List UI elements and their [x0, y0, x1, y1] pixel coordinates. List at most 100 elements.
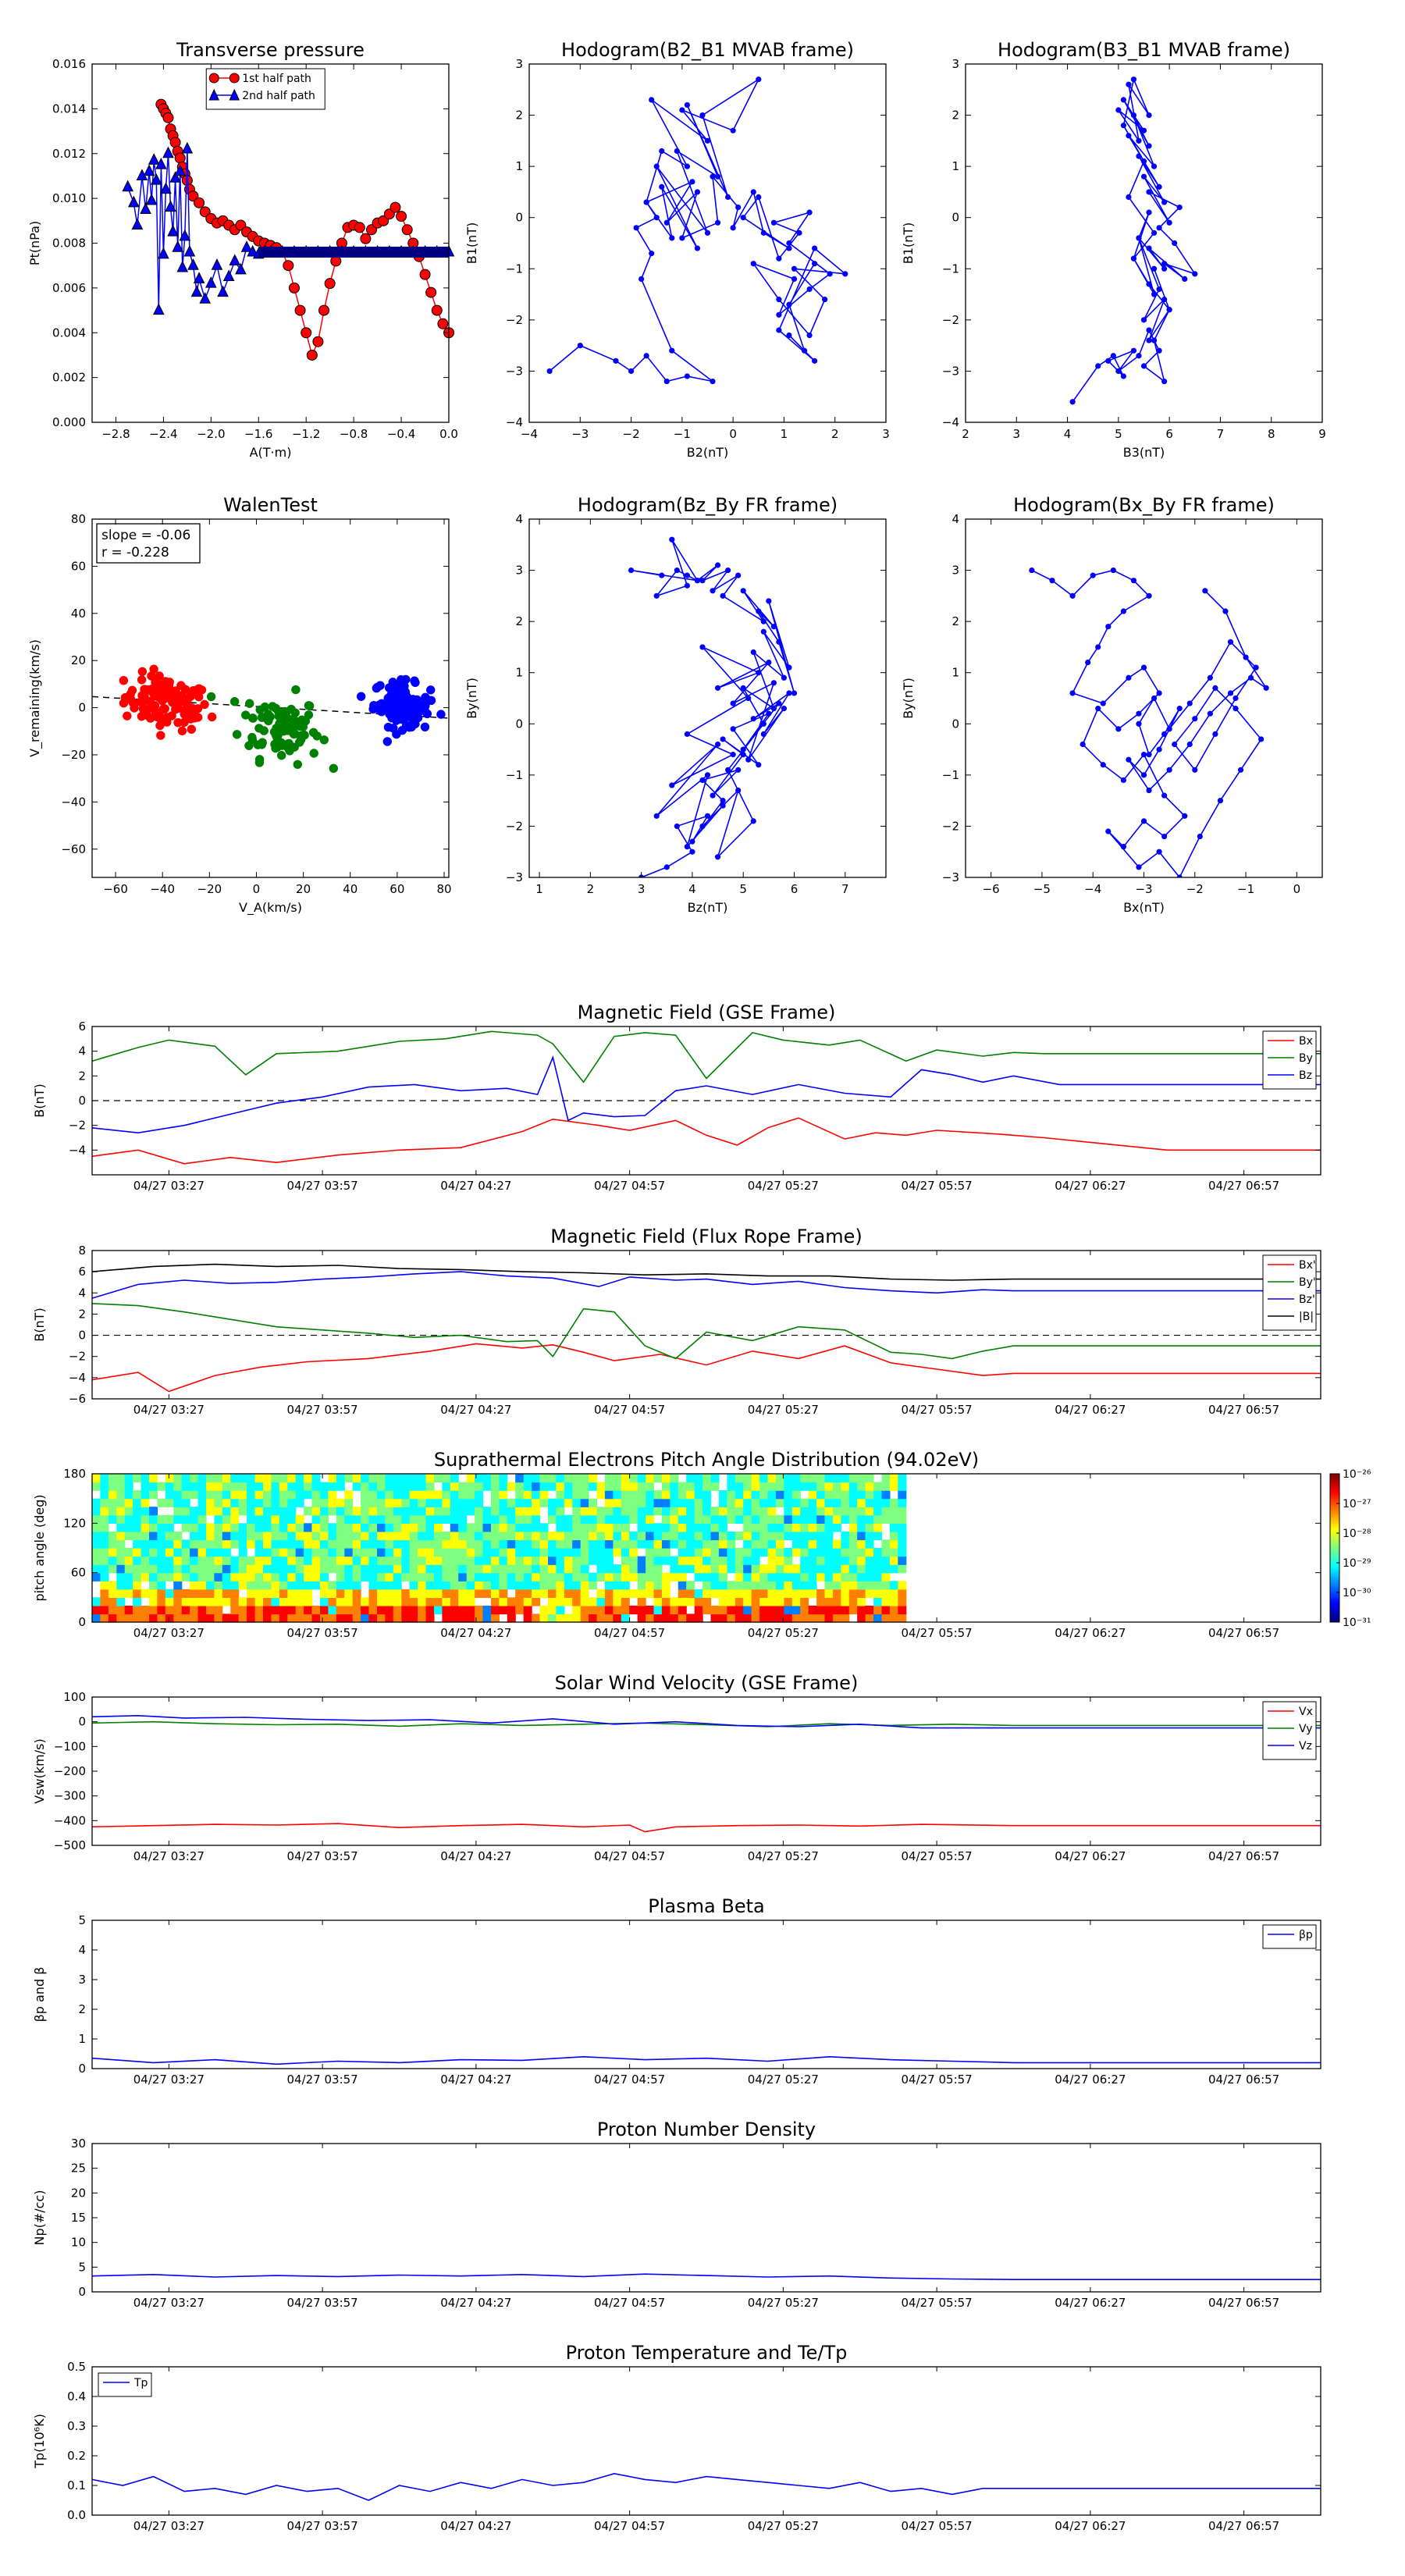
heatmap-cell: [564, 1614, 573, 1623]
y-tick-label: 0: [515, 211, 523, 225]
heatmap-cell: [889, 1474, 898, 1483]
legend-label: 2nd half path: [242, 90, 315, 102]
heatmap-cell: [824, 1614, 834, 1623]
data-point: [148, 153, 160, 165]
y-tick-label: 4: [78, 1044, 86, 1059]
heatmap-cell: [596, 1589, 606, 1598]
data-point: [766, 598, 772, 604]
heatmap-cell: [808, 1531, 817, 1541]
heatmap-cell: [556, 1556, 565, 1565]
heatmap-cell: [181, 1514, 190, 1524]
heatmap-cell: [254, 1531, 264, 1541]
heatmap-cell: [92, 1597, 101, 1606]
heatmap-cell: [848, 1482, 858, 1491]
heatmap-cell: [637, 1564, 646, 1574]
y-tick-label: −4: [942, 415, 959, 429]
heatmap-cell: [767, 1556, 777, 1565]
x-tick-label: −3: [1135, 882, 1152, 896]
y-axis-label: By(nT): [901, 678, 916, 719]
y-tick-label: −200: [54, 1764, 86, 1778]
heatmap-cell: [572, 1614, 582, 1623]
heatmap-cell: [165, 1548, 174, 1557]
heatmap-cell: [800, 1507, 809, 1516]
data-point: [194, 692, 204, 702]
heatmap-cell: [287, 1605, 297, 1615]
x-tick-label: −6: [983, 882, 1000, 896]
heatmap-cell: [92, 1572, 101, 1582]
heatmap-cell: [214, 1581, 223, 1590]
series-line: [91, 1030, 1321, 1083]
time-tick-label: 04/27 06:57: [1208, 2296, 1279, 2310]
data-point: [740, 685, 746, 691]
data-point: [247, 244, 258, 257]
data-point: [704, 772, 711, 778]
y-tick-label: 15: [71, 2211, 86, 2225]
heatmap-cell: [197, 1474, 207, 1483]
chart-proton-temp: Proton Temperature and Te/TpTp(10⁶K)0.00…: [32, 2342, 1321, 2533]
heatmap-cell: [735, 1531, 744, 1541]
legend-label: Bx': [1299, 1259, 1316, 1272]
y-tick-label: 1: [951, 159, 959, 173]
x-tick-label: 9: [1318, 427, 1326, 441]
data-point: [304, 701, 314, 710]
heatmap-cell: [491, 1523, 500, 1532]
data-point: [674, 148, 680, 155]
heatmap-cell: [271, 1589, 280, 1598]
heatmap-cell: [247, 1589, 256, 1598]
heatmap-cell: [898, 1482, 907, 1491]
heatmap-cell: [238, 1581, 247, 1590]
heatmap-cell: [165, 1556, 174, 1565]
data-point: [1161, 261, 1168, 267]
heatmap-cell: [694, 1514, 703, 1524]
heatmap-cell: [539, 1531, 549, 1541]
heatmap-cell: [613, 1581, 622, 1590]
heatmap-cell: [385, 1564, 394, 1574]
heatmap-cell: [808, 1605, 817, 1615]
heatmap-cell: [157, 1548, 166, 1557]
data-point: [710, 792, 716, 799]
heatmap-cell: [596, 1556, 606, 1565]
heatmap-cell: [653, 1507, 663, 1516]
heatmap-cell: [670, 1482, 679, 1491]
heatmap-cell: [247, 1605, 256, 1615]
heatmap-cell: [515, 1514, 525, 1524]
y-tick-label: 6: [78, 1265, 86, 1279]
heatmap-cell: [475, 1507, 484, 1516]
heatmap-cell: [767, 1597, 777, 1606]
heatmap-cell: [344, 1572, 354, 1582]
heatmap-cell: [320, 1556, 329, 1565]
heatmap-cell: [108, 1514, 117, 1524]
heatmap-cell: [678, 1539, 687, 1549]
heatmap-cell: [727, 1507, 736, 1516]
heatmap-cell: [775, 1514, 784, 1524]
heatmap-cell: [841, 1490, 850, 1500]
heatmap-cell: [124, 1523, 133, 1532]
data-point: [1110, 567, 1116, 574]
heatmap-cell: [686, 1490, 695, 1500]
heatmap-cell: [368, 1614, 378, 1623]
time-tick-label: 04/27 04:57: [594, 2073, 665, 2087]
data-point: [725, 767, 731, 773]
heatmap-cell: [124, 1556, 133, 1565]
y-tick-label: −1: [942, 768, 959, 782]
heatmap-cell: [556, 1514, 565, 1524]
heatmap-cell: [572, 1589, 582, 1598]
heatmap-cell: [287, 1474, 297, 1483]
heatmap-cell: [556, 1589, 565, 1598]
series-line: [91, 1271, 1321, 1299]
y-tick-label: 4: [78, 1286, 86, 1300]
heatmap-cell: [418, 1523, 427, 1532]
heatmap-cell: [898, 1490, 907, 1500]
y-tick-label: 0.014: [52, 101, 86, 116]
heatmap-cell: [661, 1539, 670, 1549]
heatmap-cell: [898, 1539, 907, 1549]
heatmap-cell: [661, 1597, 670, 1606]
heatmap-cell: [222, 1498, 231, 1507]
heatmap-cell: [702, 1498, 712, 1507]
data-point: [684, 101, 690, 109]
heatmap-cell: [784, 1564, 793, 1574]
plot-frame: [91, 2366, 1321, 2516]
heatmap-cell: [393, 1514, 402, 1524]
heatmap-cell: [304, 1548, 313, 1557]
